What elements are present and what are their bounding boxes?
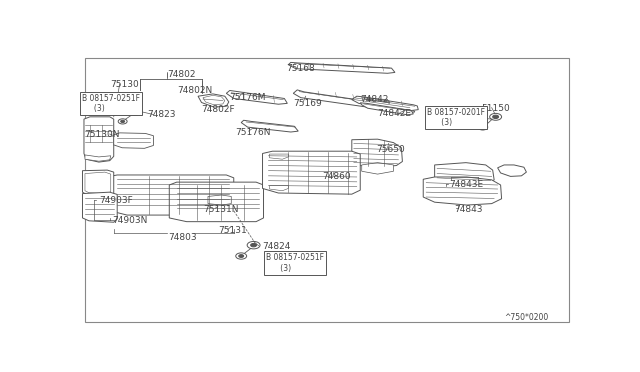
Polygon shape [83, 192, 117, 222]
Circle shape [236, 253, 246, 259]
Polygon shape [84, 117, 114, 162]
Polygon shape [352, 96, 419, 110]
Text: 74860: 74860 [322, 172, 351, 181]
Text: 75130N: 75130N [84, 129, 120, 138]
Text: 74843: 74843 [454, 205, 483, 214]
Circle shape [239, 254, 244, 257]
Polygon shape [203, 95, 225, 105]
Text: 74842E: 74842E [378, 109, 412, 118]
Text: 75176N: 75176N [235, 128, 270, 137]
Polygon shape [435, 163, 494, 186]
Polygon shape [198, 94, 229, 107]
Text: 75169: 75169 [293, 99, 322, 108]
Circle shape [130, 110, 139, 115]
Polygon shape [114, 133, 154, 148]
Circle shape [277, 257, 288, 263]
Polygon shape [83, 170, 114, 196]
Text: 75130: 75130 [110, 80, 138, 89]
Circle shape [118, 119, 127, 124]
Text: 75168: 75168 [286, 64, 315, 73]
Polygon shape [352, 139, 403, 167]
Text: 74823: 74823 [147, 110, 175, 119]
Text: 75650: 75650 [376, 145, 405, 154]
Text: 74802N: 74802N [177, 86, 212, 95]
Circle shape [132, 112, 136, 114]
Text: 74824: 74824 [262, 242, 291, 251]
Text: B 08157-0251F
      (3): B 08157-0251F (3) [266, 253, 324, 273]
Text: 74903F: 74903F [99, 196, 132, 205]
Polygon shape [269, 186, 288, 191]
Text: 75131N: 75131N [203, 205, 239, 214]
Text: 74843E: 74843E [449, 180, 484, 189]
Polygon shape [293, 90, 415, 113]
Polygon shape [85, 172, 111, 193]
Polygon shape [241, 120, 298, 132]
Circle shape [121, 120, 125, 122]
Polygon shape [208, 195, 231, 205]
Polygon shape [498, 165, 527, 176]
Polygon shape [85, 155, 111, 161]
Text: 74842: 74842 [360, 95, 388, 104]
Text: 51150: 51150 [482, 104, 511, 113]
Polygon shape [110, 175, 234, 215]
Text: 75131: 75131 [218, 226, 246, 235]
Text: 74903N: 74903N [112, 216, 148, 225]
Circle shape [493, 115, 499, 119]
Polygon shape [362, 163, 394, 174]
Polygon shape [360, 103, 413, 115]
Text: B 08157-0251F
     (3): B 08157-0251F (3) [82, 94, 140, 113]
Text: 74802: 74802 [167, 70, 195, 79]
Polygon shape [269, 154, 288, 159]
Circle shape [490, 113, 502, 120]
Polygon shape [169, 182, 264, 222]
Text: 75176M: 75176M [229, 93, 266, 102]
Circle shape [478, 124, 488, 130]
Polygon shape [262, 151, 360, 194]
Text: B 08157-0201F
      (3): B 08157-0201F (3) [428, 108, 485, 127]
Polygon shape [227, 90, 287, 104]
Polygon shape [288, 62, 395, 73]
Text: 74803: 74803 [168, 232, 197, 242]
Polygon shape [423, 177, 502, 205]
Circle shape [280, 259, 285, 262]
Text: 74802F: 74802F [202, 105, 235, 113]
Circle shape [251, 243, 257, 247]
Circle shape [247, 241, 260, 249]
Text: ^750*0200: ^750*0200 [504, 313, 548, 322]
